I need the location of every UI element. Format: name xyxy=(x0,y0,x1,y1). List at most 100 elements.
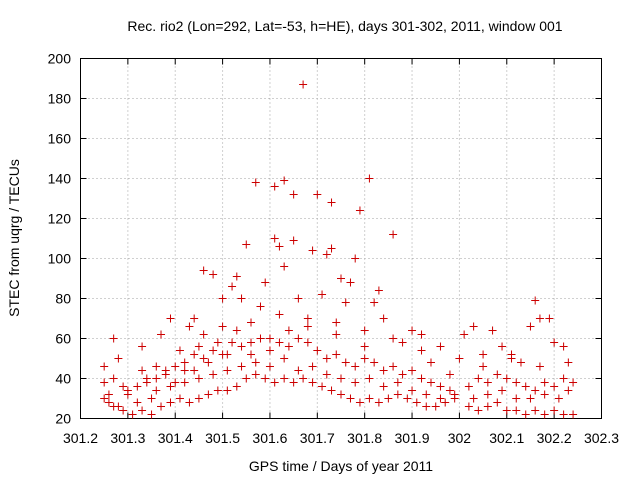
data-point xyxy=(138,406,147,415)
y-tick-label: 20 xyxy=(55,411,71,427)
data-points xyxy=(100,80,578,419)
data-point xyxy=(436,382,445,391)
data-point xyxy=(175,394,184,403)
data-point xyxy=(370,358,379,367)
data-point xyxy=(152,362,161,371)
data-point xyxy=(393,378,402,387)
data-point xyxy=(408,366,417,375)
data-point xyxy=(133,398,142,407)
data-point xyxy=(242,374,251,383)
data-point xyxy=(441,398,450,407)
data-point xyxy=(393,390,402,399)
data-point xyxy=(436,394,445,403)
data-point xyxy=(389,334,398,343)
data-point xyxy=(261,278,270,287)
data-point xyxy=(422,402,431,411)
data-point xyxy=(218,350,227,359)
data-point xyxy=(337,374,345,383)
data-point xyxy=(100,362,109,371)
data-point xyxy=(185,398,194,407)
data-point xyxy=(426,378,435,387)
data-point xyxy=(119,382,128,391)
data-point xyxy=(261,374,270,383)
data-point xyxy=(294,294,303,303)
data-point xyxy=(171,362,180,371)
data-point xyxy=(171,378,180,387)
data-point xyxy=(464,382,473,391)
data-point xyxy=(284,342,293,351)
data-point xyxy=(322,250,331,259)
y-tick-label: 160 xyxy=(48,131,72,147)
data-point xyxy=(351,378,360,387)
data-point xyxy=(270,182,279,191)
data-point xyxy=(479,350,488,359)
data-point xyxy=(559,374,568,383)
data-point xyxy=(460,330,469,339)
data-point xyxy=(346,278,355,287)
data-point xyxy=(322,370,331,379)
data-point xyxy=(256,302,265,311)
data-point xyxy=(294,334,303,343)
data-point xyxy=(161,366,170,375)
chart-title: Rec. rio2 (Lon=292, Lat=-53, h=HE), days… xyxy=(127,18,562,34)
data-point xyxy=(114,354,123,363)
data-point xyxy=(275,242,284,251)
y-tick-label: 200 xyxy=(48,51,72,67)
data-point xyxy=(251,178,260,187)
x-tick-label: 301.5 xyxy=(205,430,240,446)
data-point xyxy=(526,322,535,331)
data-point xyxy=(119,406,128,415)
data-point xyxy=(417,330,426,339)
data-point xyxy=(185,322,194,331)
data-point xyxy=(247,350,256,359)
data-point xyxy=(166,398,175,407)
data-point xyxy=(379,366,388,375)
data-point xyxy=(128,410,137,419)
data-point xyxy=(398,338,407,347)
data-point xyxy=(256,334,265,343)
data-point xyxy=(313,346,322,355)
data-point xyxy=(493,398,502,407)
data-point xyxy=(265,334,274,343)
data-point xyxy=(351,362,360,371)
data-point xyxy=(218,322,227,331)
data-point xyxy=(384,394,393,403)
data-point xyxy=(521,410,530,419)
x-axis-label: GPS time / Days of year 2011 xyxy=(249,458,433,474)
data-point xyxy=(303,322,312,331)
data-point xyxy=(280,176,289,185)
data-point xyxy=(389,362,398,371)
data-point xyxy=(199,266,208,275)
data-point xyxy=(564,386,573,395)
data-point xyxy=(379,382,388,391)
x-tick-label: 301.2 xyxy=(63,430,98,446)
data-point xyxy=(498,386,507,395)
data-point xyxy=(341,298,350,307)
data-point xyxy=(569,378,578,387)
x-tick-label: 302.3 xyxy=(584,430,619,446)
data-point xyxy=(147,394,156,403)
data-point xyxy=(346,394,355,403)
x-tick-label: 302.1 xyxy=(489,430,524,446)
data-point xyxy=(237,362,246,371)
data-point xyxy=(308,246,317,255)
data-point xyxy=(512,378,521,387)
y-tick-label: 140 xyxy=(48,171,72,187)
data-point xyxy=(422,390,431,399)
data-point xyxy=(502,406,511,415)
data-point xyxy=(479,362,488,371)
data-point xyxy=(194,374,203,383)
data-point xyxy=(228,338,237,347)
y-tick-label: 180 xyxy=(48,91,72,107)
data-point xyxy=(483,402,492,411)
data-point xyxy=(147,410,156,419)
data-point xyxy=(247,338,256,347)
data-point xyxy=(431,402,440,411)
data-point xyxy=(379,314,388,323)
data-point xyxy=(190,366,199,375)
data-point xyxy=(213,338,222,347)
data-point xyxy=(275,310,284,319)
data-point xyxy=(123,386,132,395)
data-point xyxy=(455,354,464,363)
y-tick-label: 80 xyxy=(55,291,71,307)
